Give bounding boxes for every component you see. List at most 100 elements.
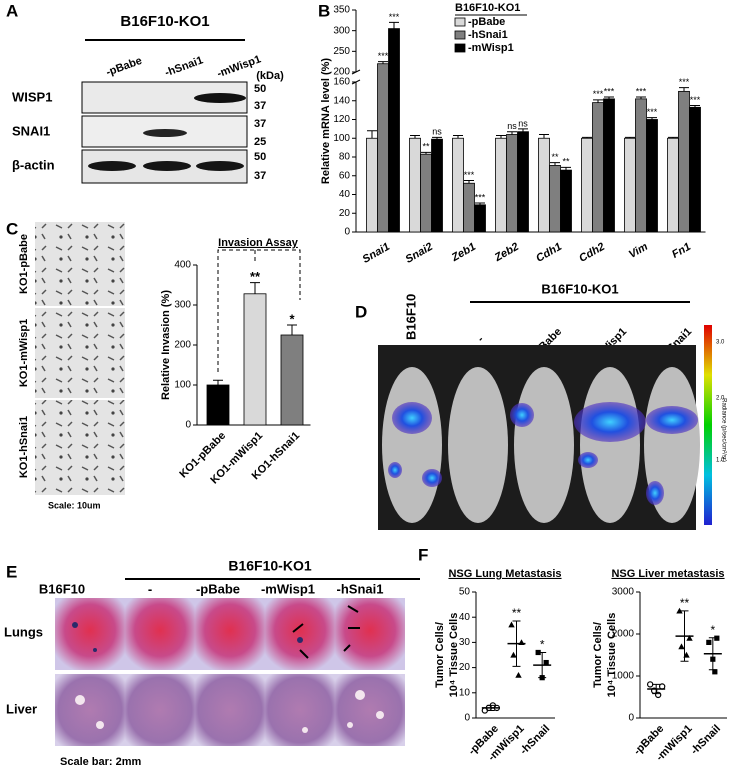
panel-label: A	[6, 1, 18, 20]
significance: ***	[475, 192, 486, 202]
micrograph	[35, 308, 125, 398]
point	[714, 635, 720, 641]
point	[654, 691, 662, 699]
error-bar	[507, 131, 517, 135]
error-bar	[561, 166, 571, 171]
y-axis-label: Tumor Cells/	[592, 622, 604, 688]
legend-swatch	[454, 30, 466, 40]
sd-bar	[652, 683, 661, 695]
image-label: KO1-hSnai1	[18, 416, 30, 478]
row-label: β-actin	[12, 157, 55, 172]
y-axis-label: Relative Invasion (%)	[160, 290, 172, 400]
markers: 50 37 37 25 50 37	[254, 83, 266, 182]
y-tick-label: 200	[333, 67, 350, 78]
marker: 37	[254, 100, 266, 112]
y-axis-label: 10⁴ Tissue Cells	[448, 613, 460, 698]
y-tick-label: 0	[185, 420, 191, 431]
imaging-title: B16F10-KO1	[541, 281, 618, 296]
panel-label: B	[318, 1, 330, 20]
bar	[646, 119, 658, 233]
significance: **	[680, 596, 690, 610]
point	[678, 643, 685, 650]
image-label: KO1-mWisp1	[18, 319, 30, 387]
y-tick-label: 10	[459, 687, 471, 698]
significance: ***	[378, 51, 389, 61]
error-bar	[647, 117, 657, 120]
bar	[689, 106, 701, 233]
error-bar	[250, 282, 260, 294]
significance: *	[710, 623, 715, 637]
x-tick-label: Snai1	[361, 241, 392, 266]
bar	[366, 137, 378, 233]
significance: ***	[593, 89, 604, 99]
lane-label: -hSnai1	[163, 54, 204, 79]
axis-break	[351, 69, 361, 85]
bar	[549, 165, 561, 233]
bar	[206, 384, 230, 426]
bar	[506, 134, 518, 233]
point	[515, 671, 522, 678]
bar	[603, 98, 615, 233]
y-tick-label: 20	[339, 208, 351, 219]
x-tick-label: Cdh2	[577, 241, 607, 265]
comparison-bracket	[217, 249, 301, 372]
significance: **	[512, 606, 522, 620]
micrograph	[35, 400, 125, 495]
point	[686, 635, 693, 641]
column-label: -hSnai1	[337, 581, 384, 596]
y-axis-label: 10⁴ Tissue Cells	[606, 613, 618, 698]
y-tick-label: 0	[628, 713, 634, 724]
bar	[581, 137, 593, 233]
row-label: WISP1	[12, 89, 52, 104]
point	[508, 621, 515, 628]
band	[196, 161, 244, 171]
row-label: Lungs	[4, 624, 43, 639]
significance: **	[422, 142, 430, 152]
y-tick-label: 50	[459, 587, 471, 598]
image-label: KO1-pBabe	[18, 234, 30, 294]
error-bar	[213, 379, 223, 385]
marker: 25	[254, 136, 266, 148]
bar	[678, 90, 690, 233]
bar	[388, 28, 400, 233]
column-label: -	[148, 581, 152, 596]
error-bar	[287, 324, 297, 335]
photo-title: B16F10-KO1	[228, 558, 311, 574]
significance: ns	[518, 118, 528, 128]
y-tick-label: 0	[464, 713, 470, 724]
y-tick-label: 80	[339, 152, 351, 163]
error-bar	[690, 104, 700, 108]
legend-label: -pBabe	[468, 16, 505, 28]
error-bar	[432, 136, 442, 140]
y-tick-label: 120	[333, 114, 350, 125]
y-tick-label: 250	[333, 46, 350, 57]
point	[543, 659, 549, 666]
point	[535, 649, 541, 656]
bar	[560, 169, 572, 233]
band	[143, 129, 187, 137]
bar	[495, 137, 507, 233]
colorbar-tick: 2.0	[716, 396, 725, 402]
x-tick-label: Zeb2	[492, 241, 521, 265]
scale-label: Scale bar: 2mm	[60, 756, 142, 768]
y-tick-label: 300	[174, 300, 191, 311]
scale-label: Scale: 10um	[48, 500, 101, 510]
bar	[592, 102, 604, 233]
significance: ns	[432, 127, 442, 137]
bar	[517, 131, 529, 233]
significance: **	[551, 152, 559, 162]
x-tick-label: Zeb1	[449, 241, 478, 265]
significance: ***	[389, 12, 400, 22]
panel-label: F	[418, 545, 428, 564]
bar	[538, 137, 550, 233]
error-bar	[421, 151, 431, 155]
point	[646, 681, 654, 688]
point	[706, 639, 712, 645]
error-bar	[604, 96, 614, 99]
band	[143, 161, 191, 171]
sd-bar	[708, 637, 717, 671]
legend-label: -hSnai1	[468, 29, 508, 41]
legend-title: B16F10-KO1	[455, 2, 520, 14]
lane-label: -	[475, 333, 486, 344]
point	[510, 651, 517, 658]
